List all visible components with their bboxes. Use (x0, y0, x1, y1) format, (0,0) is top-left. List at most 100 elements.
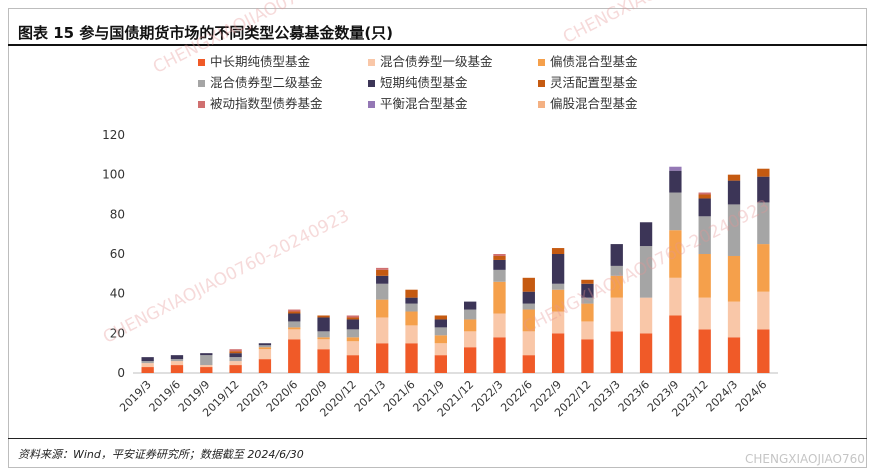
bar-segment (170, 355, 184, 360)
bar-segment (405, 343, 418, 373)
bar-segment (639, 246, 653, 298)
bar-segment (669, 230, 682, 278)
bar-segment (581, 297, 594, 304)
legend-swatch (198, 59, 205, 66)
bar-segment (288, 327, 301, 330)
bar-segment (170, 361, 184, 366)
bar-segment (757, 244, 770, 292)
bar-segment (727, 255, 741, 302)
y-tick-label: 0 (117, 366, 125, 380)
x-tick-label: 2022/6 (498, 378, 535, 415)
bar-segment (698, 194, 711, 199)
bar-segment (434, 319, 447, 328)
bar-segment (522, 331, 535, 356)
bar-segment (258, 359, 272, 373)
bar-segment (229, 349, 242, 352)
x-tick-label: 2019/3 (117, 378, 154, 415)
bar-segment (669, 166, 682, 171)
legend-swatch (538, 59, 545, 66)
bar-segment (639, 333, 653, 373)
bar-segment (317, 339, 330, 350)
bar-segment (317, 317, 330, 332)
legend-swatch (368, 80, 375, 87)
legend-swatch (538, 101, 545, 108)
x-tick-label: 2022/3 (469, 378, 506, 415)
legend-swatch (368, 59, 375, 66)
bar-segment (757, 176, 770, 203)
source-note-bar: 资料来源：Wind，平安证券研究所；数据截至 2024/6/30 (8, 438, 867, 468)
x-tick-label: 2019/6 (147, 378, 184, 415)
bar-segment (493, 259, 506, 270)
y-tick-label: 80 (110, 207, 125, 221)
bar-segment (200, 365, 213, 368)
bar-segment (522, 309, 535, 332)
bar-segment (317, 349, 330, 373)
bar-segment (434, 327, 447, 336)
bar-segment (346, 337, 360, 342)
bar-segment (698, 297, 711, 330)
bar-segment (141, 361, 154, 364)
bar-segment (522, 291, 535, 304)
bar-segment (405, 297, 418, 304)
legend-swatch (538, 80, 545, 87)
bar-segment (493, 337, 506, 373)
bar-segment (317, 331, 330, 338)
bar-segment (346, 315, 360, 318)
bar-segment (698, 192, 711, 195)
bar-segment (405, 303, 418, 312)
x-tick-label: 2023/3 (586, 378, 623, 415)
bar-segment (551, 333, 565, 373)
bar-segment (170, 365, 184, 373)
bar-segment (727, 301, 741, 338)
figure-title: 图表 15 参与国债期货市场的不同类型公募基金数量(只) (18, 24, 394, 42)
bar-segment (346, 319, 360, 330)
bar-segment (317, 337, 330, 340)
bar-segment (757, 202, 770, 245)
bar-segment (551, 283, 565, 290)
legend-label: 混合债券型一级基金 (380, 54, 493, 69)
y-tick-label: 20 (110, 326, 125, 340)
bar-segment (669, 277, 682, 316)
bar-segment (258, 347, 272, 350)
bar-segment (551, 254, 565, 284)
bar-segment (229, 353, 242, 358)
bar-segment (493, 281, 506, 314)
bar-segment (376, 343, 389, 373)
bar-segment (376, 269, 389, 276)
bar-segment (669, 315, 682, 373)
bar-segment (229, 351, 242, 354)
source-note: 资料来源：Wind，平安证券研究所；数据截至 2024/6/30 (18, 448, 304, 461)
bar-segment (376, 275, 389, 284)
bar-segment (639, 222, 653, 247)
bar-segment (405, 311, 418, 326)
bar-segment (551, 311, 565, 334)
bar-segment (229, 361, 242, 366)
bar-segment (288, 321, 301, 328)
chart-bars (141, 166, 770, 373)
bar-segment (170, 359, 184, 362)
bar-segment (610, 297, 623, 332)
bar-segment (669, 170, 682, 193)
bar-segment (581, 321, 594, 340)
bar-segment (757, 291, 770, 330)
legend-label: 被动指数型债券基金 (210, 96, 323, 111)
figure-frame (8, 8, 867, 468)
bar-segment (522, 277, 535, 292)
bar-segment (258, 345, 272, 348)
legend-swatch (198, 80, 205, 87)
x-tick-label: 2020/3 (234, 378, 271, 415)
bar-segment (346, 317, 360, 320)
bar-segment (551, 248, 565, 254)
bar-segment (493, 313, 506, 338)
bar-segment (610, 275, 623, 298)
y-tick-label: 120 (102, 128, 125, 142)
bar-segment (464, 301, 477, 310)
bar-segment (698, 254, 711, 298)
bar-segment (434, 355, 447, 373)
x-tick-label: 2020/6 (264, 378, 301, 415)
bar-segment (200, 353, 213, 356)
bar-segment (610, 265, 623, 276)
bar-segment (346, 341, 360, 356)
